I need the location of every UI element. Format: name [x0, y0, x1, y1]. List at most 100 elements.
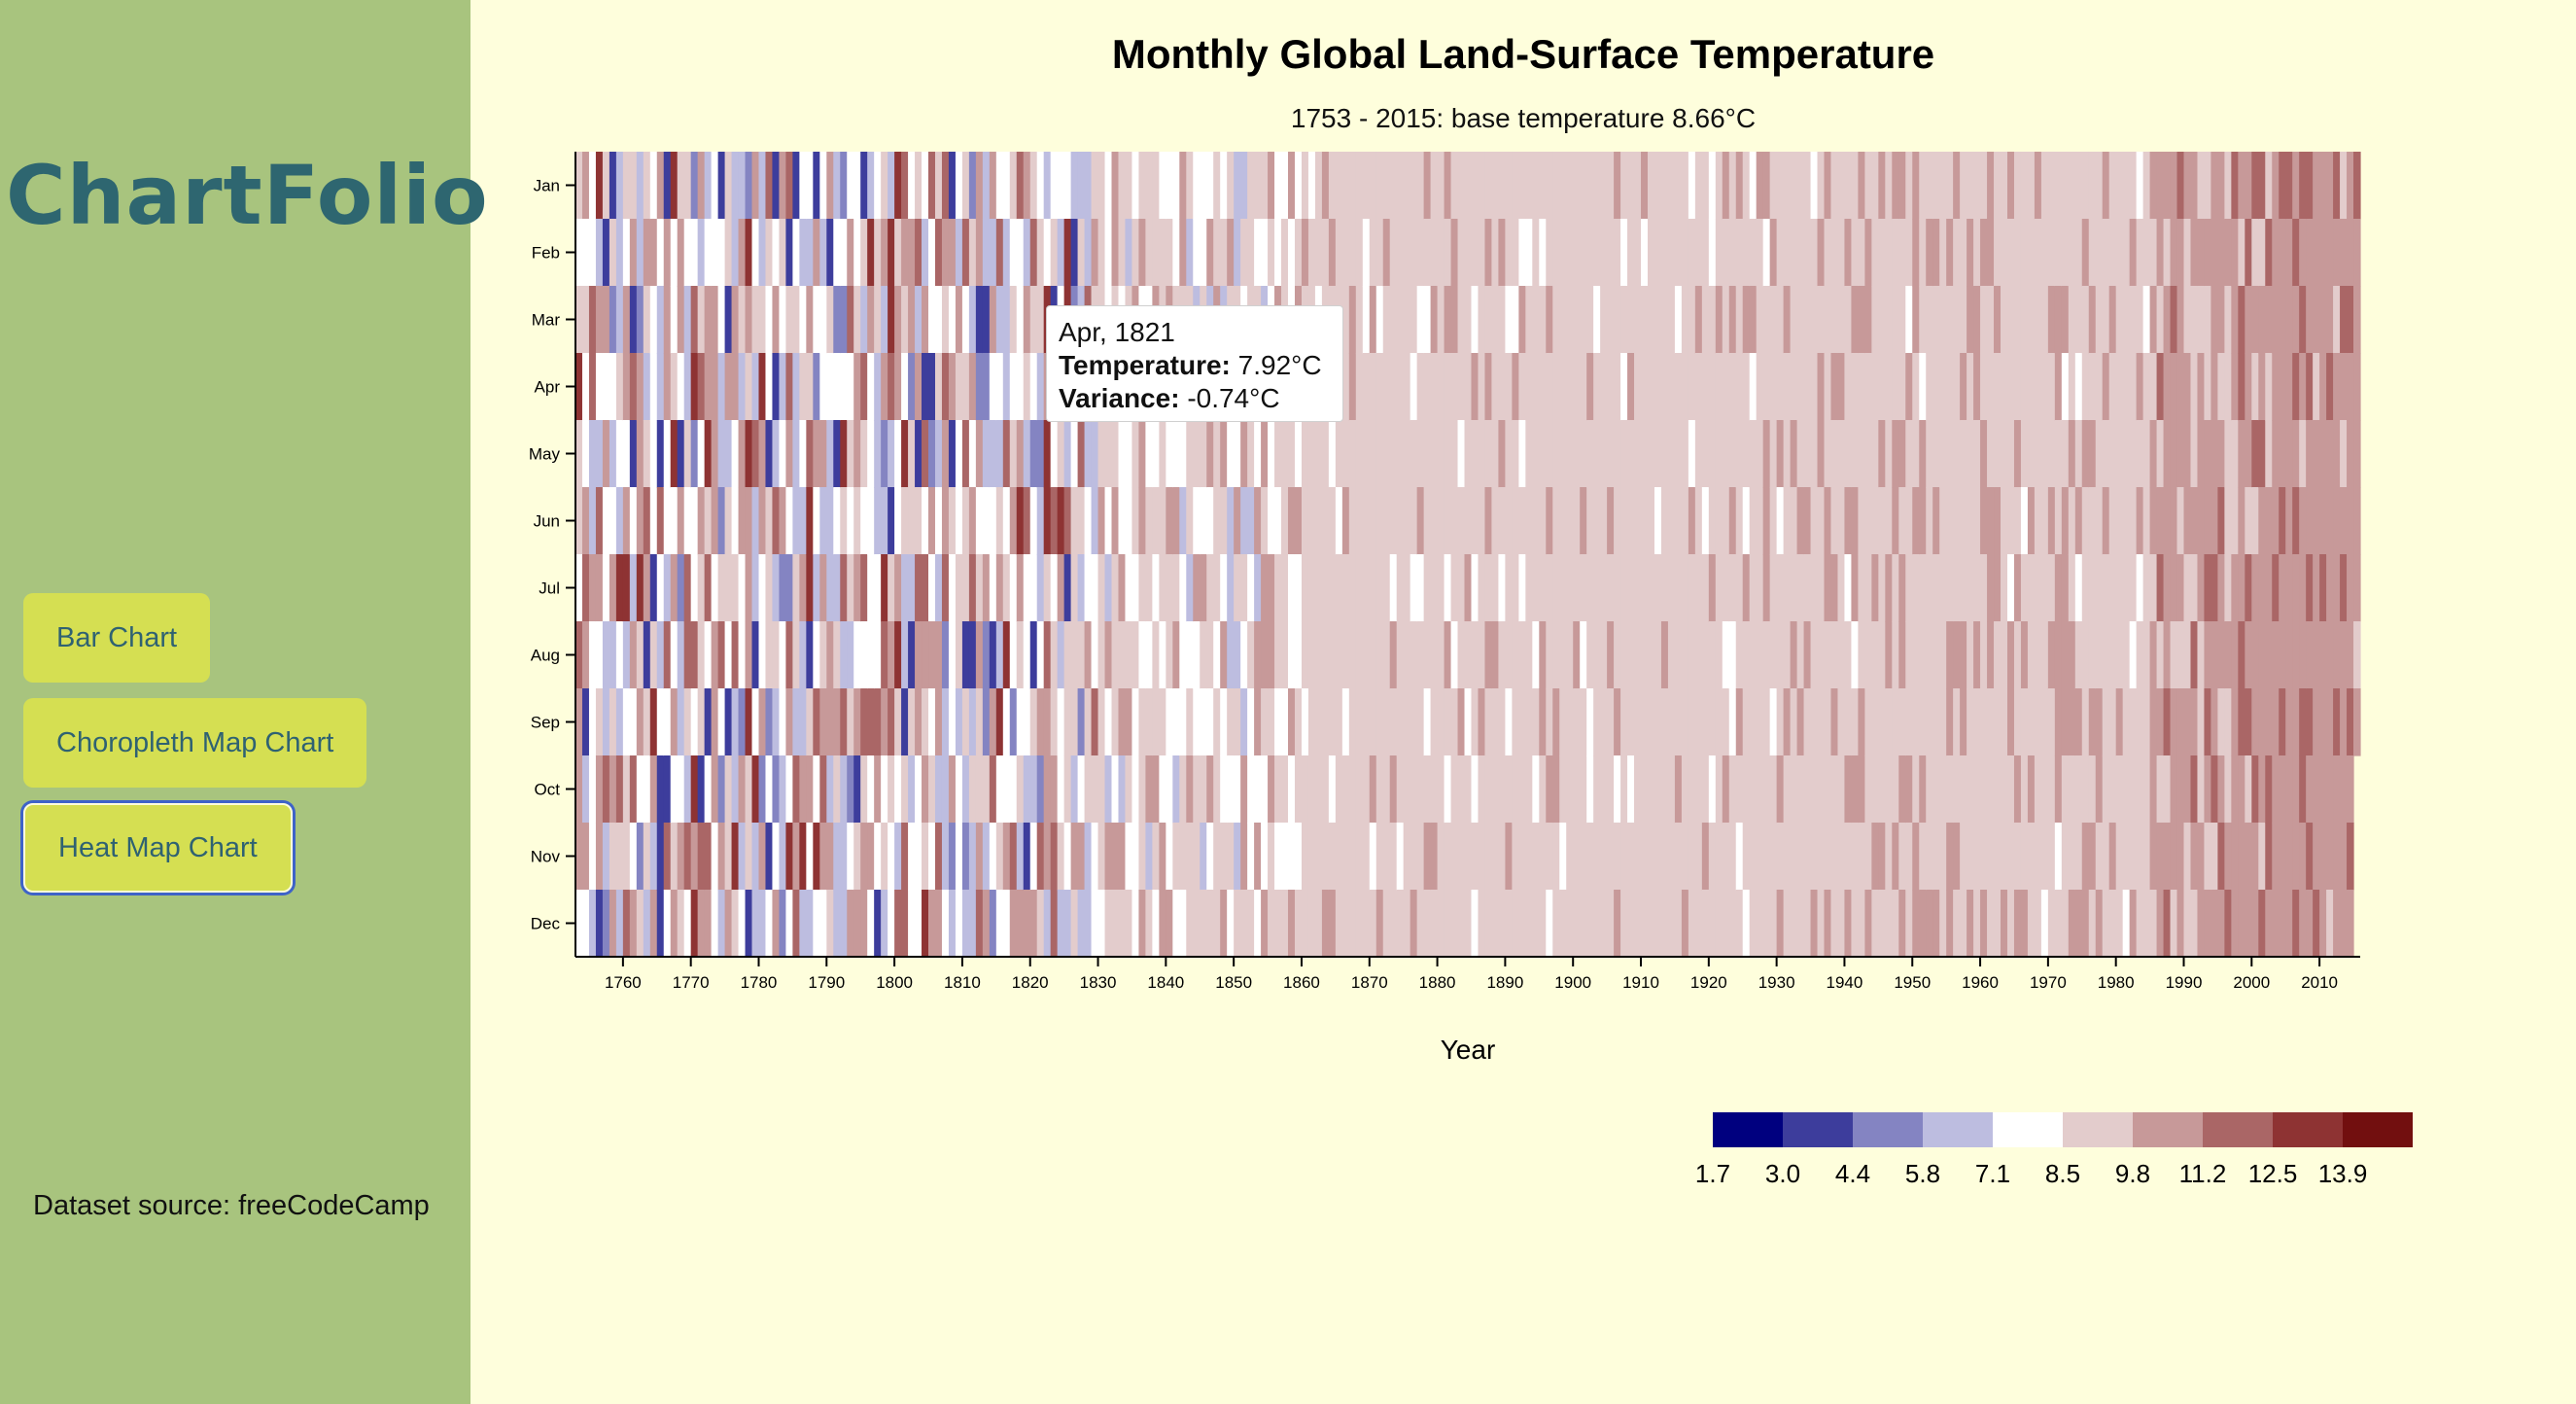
heatmap-cell — [772, 890, 781, 958]
heatmap-cell — [2306, 152, 2314, 220]
heatmap-cell — [1213, 219, 1221, 287]
heatmap-cell — [1715, 755, 1723, 824]
heatmap-cell — [1444, 420, 1452, 488]
heatmap-cell — [1145, 420, 1153, 488]
heatmap-cell — [697, 219, 706, 287]
nav-choropleth-map-button[interactable]: Choropleth Map Chart — [23, 698, 367, 788]
heatmap-cell — [1348, 487, 1357, 555]
heatmap-cell — [1803, 688, 1812, 756]
heatmap-chart: JanFebMarAprMayJunJulAugSepOctNovDec1760… — [529, 152, 2413, 1188]
heatmap-cell — [1077, 554, 1086, 622]
heatmap-cell — [1532, 823, 1540, 891]
heatmap-cell — [1213, 152, 1221, 220]
x-axis-label: Year — [1441, 1035, 1496, 1065]
heatmap-cell — [704, 823, 713, 891]
heatmap-cell — [1796, 152, 1805, 220]
heatmap-cell — [1389, 487, 1398, 555]
heatmap-cell — [758, 152, 767, 220]
heatmap-cell — [1525, 688, 1533, 756]
heatmap-cell — [1016, 755, 1025, 824]
heatmap-cell — [1084, 890, 1093, 958]
heatmap-cell — [806, 353, 814, 421]
x-tick-label: 1890 — [1486, 973, 1523, 992]
heatmap-cell — [772, 554, 781, 622]
heatmap-cell — [2210, 755, 2218, 824]
heatmap-cell — [915, 554, 922, 622]
brand-logo[interactable]: ChartFolio — [6, 148, 489, 243]
heatmap-cell — [1681, 152, 1689, 220]
heatmap-cell — [1939, 554, 1947, 622]
heatmap-cell — [1131, 890, 1140, 958]
heatmap-cell — [1667, 823, 1676, 891]
heatmap-cell — [1450, 621, 1459, 689]
heatmap-cell — [2034, 219, 2042, 287]
heatmap-cell — [2149, 688, 2158, 756]
heatmap-cell — [989, 688, 997, 756]
heatmap-cell — [1667, 219, 1676, 287]
heatmap-cell — [656, 554, 665, 622]
heatmap-cell — [1559, 554, 1567, 622]
heatmap-cell — [2129, 688, 2138, 756]
heatmap-cell — [2013, 487, 2022, 555]
heatmap-cell — [799, 487, 807, 555]
heatmap-cell — [1939, 487, 1947, 555]
heatmap-cell — [1539, 487, 1547, 555]
heatmap-cell — [1980, 487, 1988, 555]
heatmap-cell — [2347, 890, 2354, 958]
heatmap-cell — [955, 890, 963, 958]
nav-heat-map-button[interactable]: Heat Map Chart — [23, 803, 293, 893]
heatmap-cell — [1654, 420, 1662, 488]
heatmap-cell — [833, 219, 841, 287]
heatmap-cell — [1348, 286, 1357, 354]
heatmap-cell — [1742, 219, 1751, 287]
heatmap-cell — [2190, 688, 2199, 756]
heatmap-cell — [833, 554, 841, 622]
heatmap-cell — [1573, 152, 1581, 220]
x-tick-label: 1910 — [1622, 973, 1659, 992]
heatmap-cell — [2122, 286, 2131, 354]
nav-bar-chart-button[interactable]: Bar Chart — [23, 593, 211, 683]
heatmap-cell — [1756, 621, 1764, 689]
heatmap-cell — [1803, 152, 1812, 220]
heatmap-cell — [881, 420, 888, 488]
heatmap-cell — [1505, 554, 1513, 622]
heatmap-cell — [2142, 823, 2151, 891]
heatmap-cell — [881, 487, 888, 555]
heatmap-cell — [1382, 755, 1391, 824]
heatmap-cell — [1973, 554, 1981, 622]
heatmap-cell — [1077, 621, 1086, 689]
heatmap-cell — [1674, 420, 1683, 488]
heatmap-cell — [1464, 219, 1473, 287]
heatmap-cell — [1728, 554, 1737, 622]
heatmap-cell — [1063, 152, 1072, 220]
heatmap-cell — [2170, 152, 2178, 220]
heatmap-cell — [1681, 554, 1689, 622]
heatmap-cell — [2102, 688, 2110, 756]
heatmap-cell — [975, 621, 984, 689]
heatmap-cell — [765, 823, 774, 891]
heatmap-cell — [1179, 152, 1187, 220]
heatmap-cell — [1077, 688, 1086, 756]
heatmap-cell — [1491, 554, 1500, 622]
heatmap-cell — [1335, 890, 1343, 958]
heatmap-cell — [1227, 823, 1235, 891]
y-tick-label: Apr — [535, 378, 561, 397]
heatmap-cell — [2074, 755, 2083, 824]
heatmap-cell — [1960, 890, 1967, 958]
heatmap-cell — [1742, 487, 1751, 555]
heatmap-cell — [1694, 420, 1703, 488]
heatmap-cell — [2163, 554, 2172, 622]
heatmap-cell — [1111, 554, 1120, 622]
heatmap-cell — [2170, 890, 2178, 958]
heatmap-cell — [2034, 823, 2042, 891]
heatmap-cell — [1762, 890, 1771, 958]
heatmap-cell — [813, 152, 820, 220]
heatmap-cell — [1369, 219, 1377, 287]
heatmap-cell — [2197, 755, 2206, 824]
heatmap-cell — [1701, 487, 1710, 555]
heatmap-cell — [1539, 286, 1547, 354]
heatmap-cell — [1987, 487, 1995, 555]
heatmap-cell — [629, 152, 638, 220]
heatmap-cell — [2034, 890, 2042, 958]
heatmap-cell — [751, 286, 760, 354]
